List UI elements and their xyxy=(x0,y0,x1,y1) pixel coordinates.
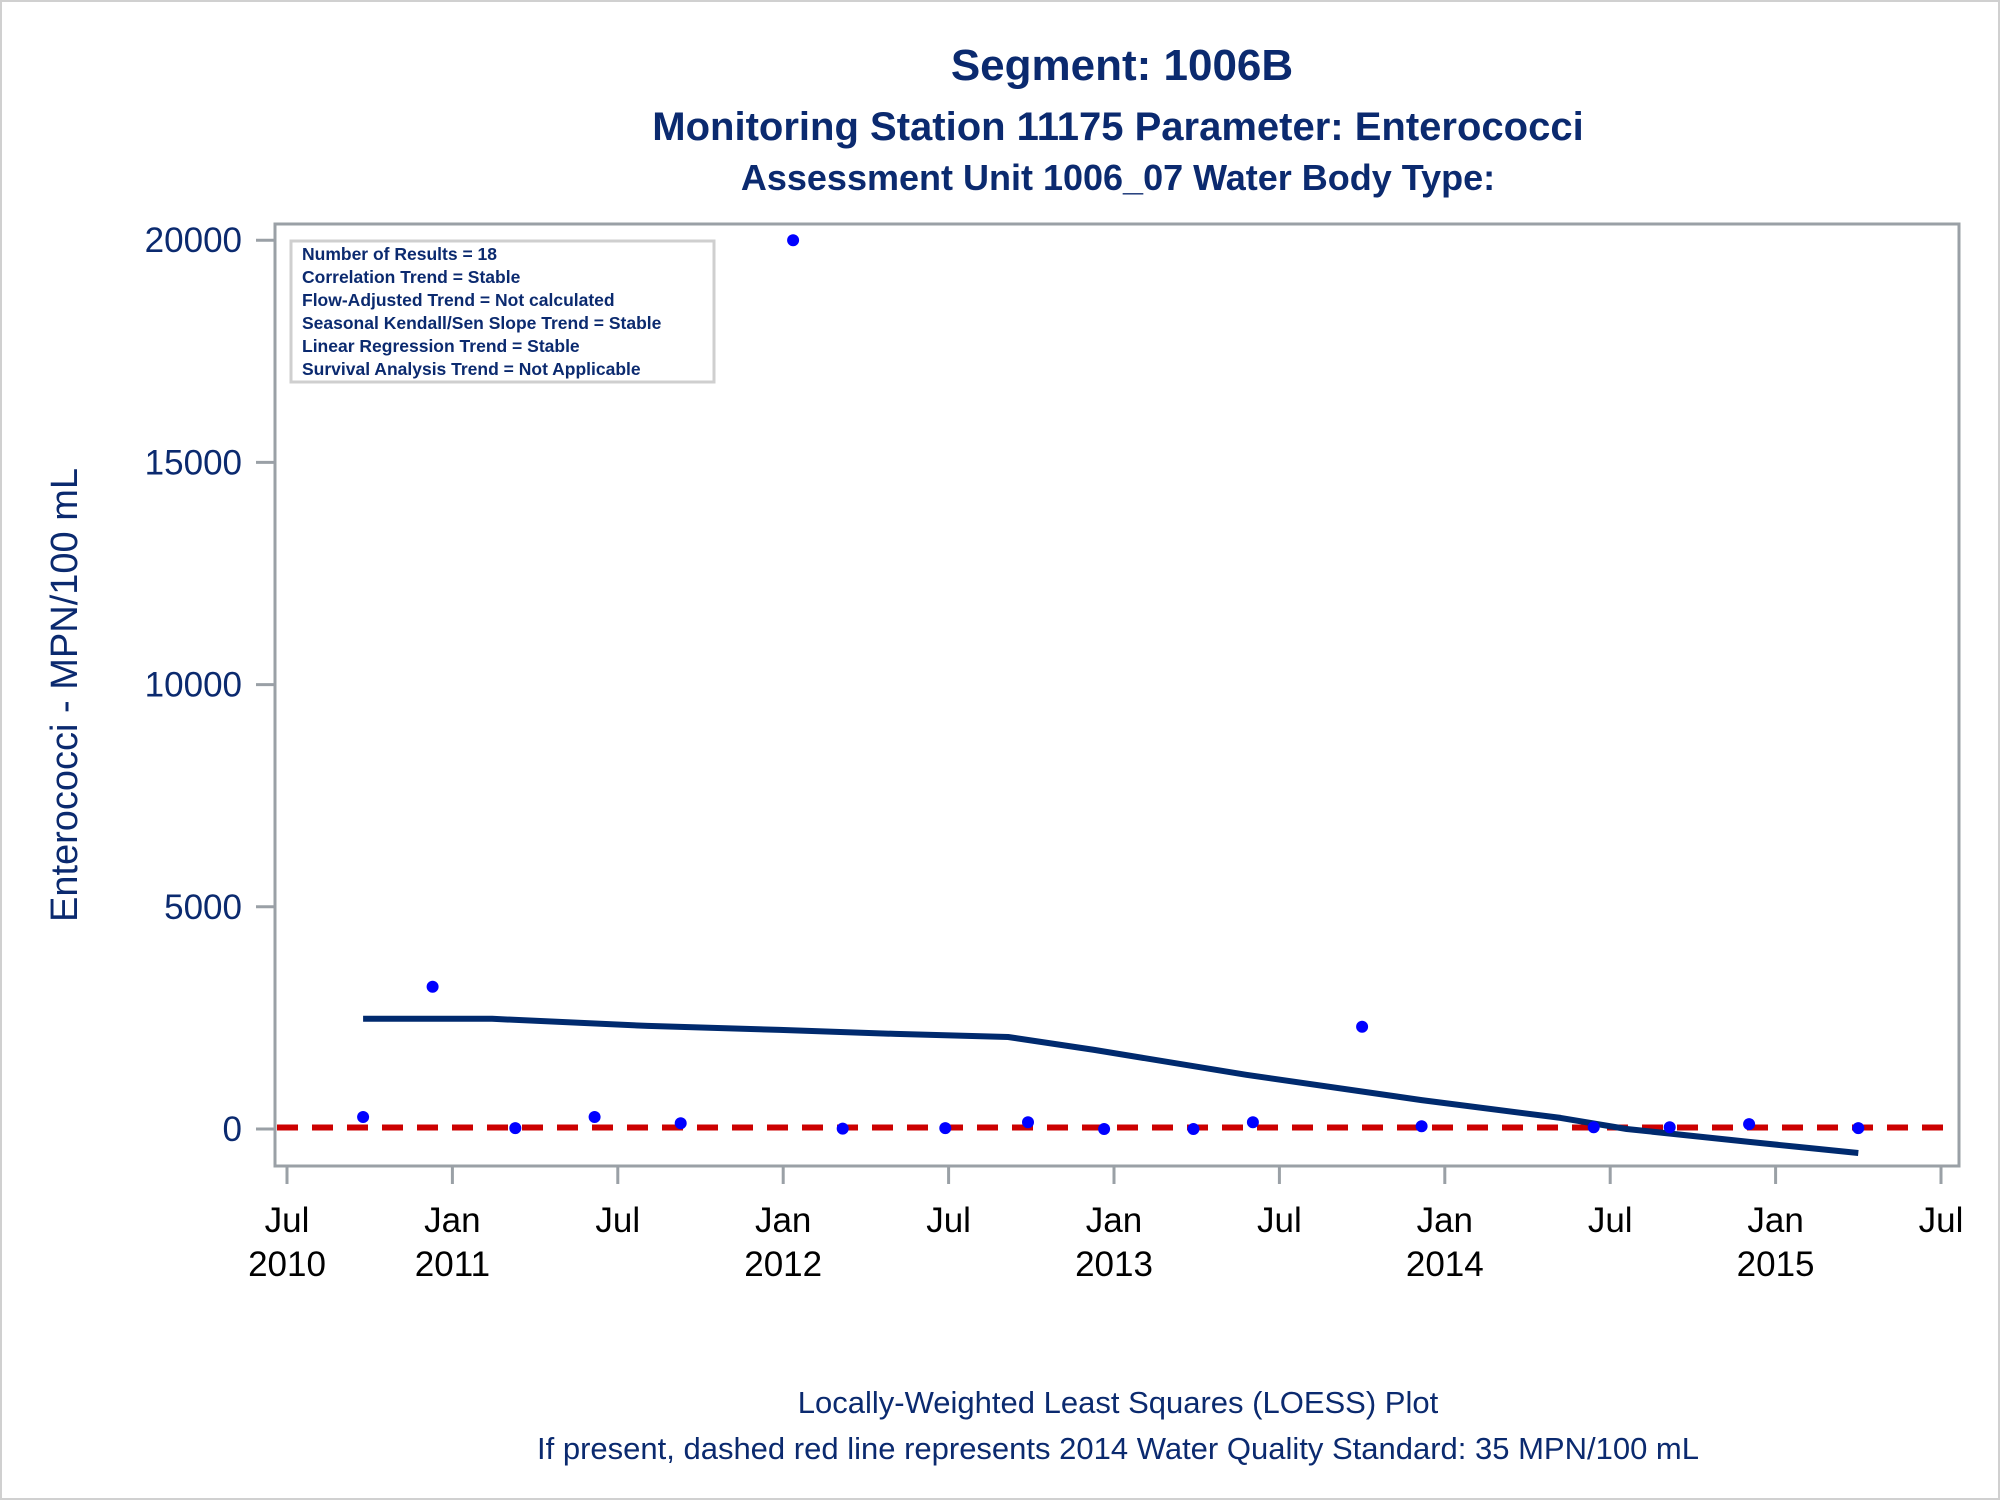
x-tick-label-year: 2012 xyxy=(744,1245,822,1284)
x-tick-label-month: Jul xyxy=(595,1201,640,1240)
y-axis-label: Enterococci - MPN/100 mL xyxy=(44,468,86,922)
plot-area: 0 5000 10000 15000 20000 Jul 2010 Jan 2011 Jul Jan… xyxy=(145,221,1964,1284)
stats-box: Number of Results = 18 Correlation Trend… xyxy=(289,239,716,384)
chart-subtitle: Monitoring Station 11175 Parameter: Ente… xyxy=(652,105,1583,149)
y-tick-label: 15000 xyxy=(145,443,242,482)
x-tick-label-month: Jan xyxy=(1747,1201,1803,1240)
data-point xyxy=(1415,1120,1428,1133)
stats-line-flow-adjusted: Flow-Adjusted Trend = Not calculated xyxy=(302,290,615,310)
x-tick-label-year: 2015 xyxy=(1737,1245,1815,1284)
data-point xyxy=(1246,1116,1259,1129)
stats-line-seasonal-kendall: Seasonal Kendall/Sen Slope Trend = Stabl… xyxy=(302,313,662,333)
x-tick-label-year: 2011 xyxy=(415,1245,490,1284)
x-tick-label-month: Jan xyxy=(1417,1201,1473,1240)
x-tick-label-month: Jul xyxy=(265,1201,310,1240)
stats-box-border xyxy=(289,239,716,384)
x-tick-label-month: Jan xyxy=(755,1201,811,1240)
x-tick-label-year: 2013 xyxy=(1075,1245,1153,1284)
x-tick-label-month: Jul xyxy=(1919,1201,1964,1240)
plot-frame xyxy=(273,222,1961,1168)
data-point xyxy=(1356,1020,1369,1033)
stats-line-survival: Survival Analysis Trend = Not Applicable xyxy=(302,359,641,379)
footnote-standard: If present, dashed red line represents 2… xyxy=(537,1431,1699,1466)
stats-line-correlation: Correlation Trend = Stable xyxy=(302,267,521,287)
y-tick-label: 5000 xyxy=(164,888,242,927)
x-tick-label-month: Jul xyxy=(1588,1201,1633,1240)
data-point xyxy=(1187,1123,1200,1135)
x-tick-label-year: 2010 xyxy=(248,1245,326,1284)
data-point xyxy=(588,1111,601,1123)
x-tick-label-month: Jan xyxy=(1086,1201,1142,1240)
data-point xyxy=(357,1111,370,1123)
y-tick-label: 0 xyxy=(223,1110,242,1149)
data-point xyxy=(787,234,800,247)
data-point xyxy=(836,1122,849,1135)
data-point xyxy=(426,980,439,993)
data-point xyxy=(1022,1116,1034,1129)
y-tick-label: 20000 xyxy=(145,221,242,260)
x-tick-label-month: Jan xyxy=(424,1201,480,1240)
data-point xyxy=(1743,1118,1756,1131)
stats-line-results: Number of Results = 18 xyxy=(302,244,497,264)
data-point xyxy=(509,1122,522,1135)
x-tick-label-month: Jul xyxy=(926,1201,971,1240)
loess-line xyxy=(363,1015,1859,1156)
data-point xyxy=(1098,1123,1111,1135)
y-tick-label: 10000 xyxy=(145,666,242,705)
chart-title: Segment: 1006B xyxy=(951,41,1293,90)
data-point xyxy=(1663,1121,1676,1134)
data-point xyxy=(1587,1121,1600,1134)
data-point xyxy=(1852,1122,1865,1135)
x-tick-label-month: Jul xyxy=(1257,1201,1302,1240)
data-point xyxy=(674,1117,687,1130)
footnote-loess: Locally-Weighted Least Squares (LOESS) P… xyxy=(798,1385,1439,1420)
stats-line-linear-regression: Linear Regression Trend = Stable xyxy=(302,336,580,356)
x-tick-label-year: 2014 xyxy=(1406,1245,1484,1284)
chart-subtitle-2: Assessment Unit 1006_07 Water Body Type: xyxy=(741,157,1495,198)
data-point xyxy=(939,1122,952,1135)
